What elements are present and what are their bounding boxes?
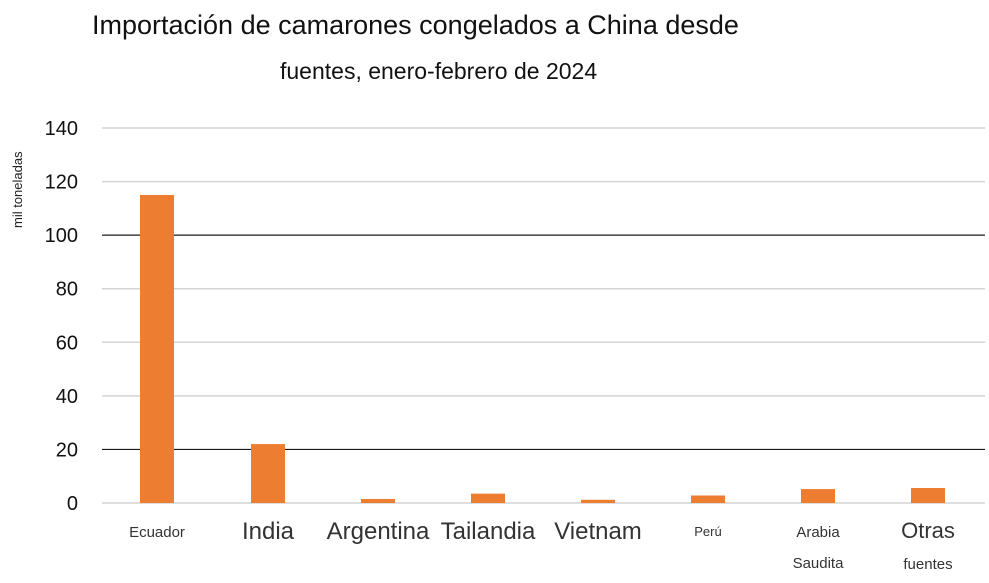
bar-vietnam — [581, 499, 615, 503]
x-category-label-tailandia: Tailandia — [441, 518, 536, 545]
bar-perú — [691, 495, 725, 503]
x-axis-categories: Ecuador India Argentina Tailandia Vietnam Per… — [129, 518, 955, 573]
y-tick-label-100: 100 — [45, 225, 78, 247]
x-category-label-otras-fuentes-line-2: fuentes — [903, 556, 952, 573]
x-category-label-otras-fuentes-line-1: Otras — [901, 518, 955, 543]
x-category-label-ecuador: Ecuador — [129, 524, 185, 541]
x-category-label-arabia-saudita-line-2: Saudita — [793, 555, 845, 572]
x-category-label-vietnam: Vietnam — [554, 518, 642, 545]
y-tick-label-40: 40 — [56, 386, 78, 408]
y-axis-ticks: 0 20 40 60 80 100 120 140 — [45, 118, 78, 515]
bar-india — [251, 444, 285, 503]
x-category-label-arabia-saudita-line-1: Arabia — [796, 524, 840, 541]
y-axis-label: mil toneladas — [10, 151, 25, 228]
bar-tailandia — [471, 493, 505, 503]
x-category-label-india: India — [242, 518, 295, 545]
chart-title-line-1: Importación de camarones congelados a Ch… — [92, 10, 739, 40]
bars — [140, 194, 945, 503]
y-tick-label-140: 140 — [45, 118, 78, 140]
y-tick-label-0: 0 — [67, 493, 78, 515]
y-tick-label-20: 20 — [56, 439, 78, 461]
bar-otras-fuentes — [911, 488, 945, 503]
x-category-label-argentina: Argentina — [327, 518, 430, 545]
y-tick-label-120: 120 — [45, 172, 78, 194]
bar-ecuador — [140, 194, 174, 503]
y-tick-label-80: 80 — [56, 279, 78, 301]
x-category-label-perú: Perú — [694, 524, 721, 539]
chart-title-line-2: fuentes, enero-febrero de 2024 — [280, 58, 598, 84]
gridlines — [102, 127, 985, 504]
bar-argentina — [361, 498, 395, 503]
y-tick-label-60: 60 — [56, 332, 78, 354]
bar-arabia-saudita — [801, 489, 835, 503]
